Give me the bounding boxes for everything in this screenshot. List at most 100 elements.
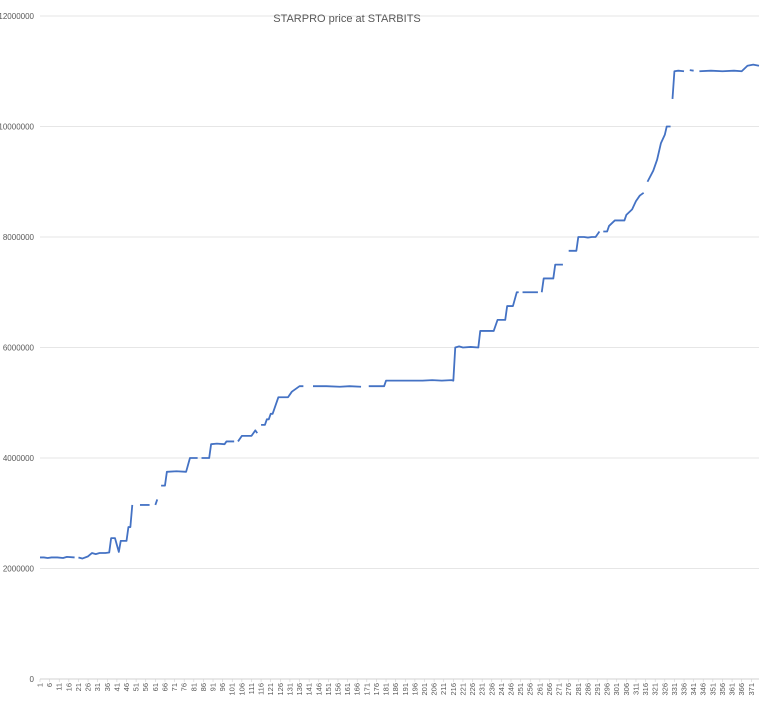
x-tick-label: 126 <box>276 683 285 696</box>
x-tick-label: 96 <box>218 683 227 691</box>
x-tick-labels: 1 6 11 16 21 26 31 36 41 46 51 56 61 66 71 76 81 86 91 96 10… <box>36 683 756 696</box>
x-tick-label: 316 <box>641 683 650 696</box>
series-line-segment <box>646 125 671 183</box>
x-tick-label: 351 <box>708 683 717 696</box>
x-tick-label: 76 <box>180 683 189 691</box>
y-tick-label: 6000000 <box>3 344 35 353</box>
x-tick-label: 251 <box>516 683 525 696</box>
y-tick-label: 10000000 <box>0 123 35 132</box>
x-tick-label: 21 <box>74 683 83 691</box>
x-tick-label: 306 <box>622 683 631 696</box>
y-tick-label: 0 <box>30 675 35 684</box>
gridlines <box>40 15 759 569</box>
series-line-segment <box>540 263 563 293</box>
x-tick-label: 151 <box>324 683 333 696</box>
x-tick-label: 371 <box>747 683 756 696</box>
x-tick-label: 206 <box>430 683 439 696</box>
x-tick-label: 176 <box>372 683 381 696</box>
x-tick-label: 106 <box>237 683 246 696</box>
x-tick-label: 271 <box>555 683 564 696</box>
x-tick-label: 81 <box>189 683 198 691</box>
x-tick-label: 321 <box>651 683 660 696</box>
x-tick-label: 101 <box>228 683 237 696</box>
x-tick-label: 226 <box>468 683 477 696</box>
x-tick-label: 6 <box>45 683 54 687</box>
x-tick-label: 261 <box>535 683 544 696</box>
x-tick-label: 86 <box>199 683 208 691</box>
x-tick-label: 141 <box>305 683 314 696</box>
series-line-segment <box>40 556 75 559</box>
y-tick-label: 4000000 <box>3 454 35 463</box>
x-tick-label: 91 <box>209 683 218 691</box>
x-tick-label: 256 <box>526 683 535 696</box>
y-tick-label: 8000000 <box>3 233 35 242</box>
x-tick-label: 61 <box>151 683 160 691</box>
series-line-segment <box>154 499 159 506</box>
x-tick-label: 1 <box>36 683 45 687</box>
x-tick-label: 311 <box>631 683 640 695</box>
x-tick-label: 71 <box>170 683 179 691</box>
x-tick-label: 131 <box>285 683 294 696</box>
series-line-segment <box>78 504 134 560</box>
series <box>40 63 760 560</box>
x-tick-label: 221 <box>458 683 467 696</box>
x-tick-label: 161 <box>343 683 352 696</box>
series-line-segment <box>201 440 235 459</box>
x-tick-label: 201 <box>420 683 429 696</box>
y-tick-labels: 0 2000000 4000000 6000000 8000000 10000000 120… <box>0 12 35 684</box>
y-tick-label: 2000000 <box>3 565 35 574</box>
x-tick-label: 236 <box>487 683 496 696</box>
series-line-segment <box>671 69 685 99</box>
axes <box>39 678 759 682</box>
x-tick-label: 291 <box>593 683 602 696</box>
x-tick-label: 211 <box>439 683 448 695</box>
x-tick-label: 331 <box>670 683 679 696</box>
x-tick-label: 326 <box>660 683 669 696</box>
x-tick-label: 191 <box>401 683 410 696</box>
x-tick-label: 41 <box>112 683 121 691</box>
x-tick-label: 186 <box>391 683 400 696</box>
x-tick-label: 146 <box>314 683 323 696</box>
x-tick-label: 356 <box>718 683 727 696</box>
x-tick-label: 266 <box>545 683 554 696</box>
x-tick-label: 276 <box>564 683 573 696</box>
x-tick-label: 341 <box>689 683 698 696</box>
series-line-segment <box>312 385 362 388</box>
x-tick-label: 281 <box>574 683 583 696</box>
series-line-segment <box>368 291 519 388</box>
series-line-segment <box>237 429 258 442</box>
x-tick-label: 16 <box>64 683 73 691</box>
x-tick-label: 116 <box>257 683 266 695</box>
x-tick-label: 361 <box>728 683 737 696</box>
x-tick-label: 46 <box>122 683 131 691</box>
x-tick-label: 56 <box>141 683 150 691</box>
series-line-segment <box>699 63 760 73</box>
chart-title: STARPRO price at STARBITS <box>273 13 421 25</box>
x-tick-label: 36 <box>103 683 112 691</box>
x-tick-label: 216 <box>449 683 458 696</box>
x-tick-label: 111 <box>247 683 256 694</box>
y-tick-label: 12000000 <box>0 12 35 21</box>
x-tick-label: 346 <box>699 683 708 696</box>
x-tick-label: 26 <box>84 683 93 691</box>
x-tick-label: 286 <box>583 683 592 696</box>
x-tick-label: 181 <box>382 683 391 696</box>
x-tick-label: 11 <box>55 683 64 691</box>
x-tick-label: 301 <box>612 683 621 696</box>
series-line-segment <box>261 385 304 426</box>
x-tick-label: 366 <box>737 683 746 696</box>
series-line-segment <box>689 69 694 72</box>
x-tick-label: 196 <box>410 683 419 696</box>
series-line-segment <box>161 457 198 487</box>
x-tick-label: 241 <box>497 683 506 696</box>
x-tick-label: 296 <box>603 683 612 696</box>
series-line-segment <box>603 192 645 233</box>
x-tick-label: 246 <box>507 683 516 696</box>
x-tick-label: 66 <box>160 683 169 691</box>
x-tick-label: 336 <box>680 683 689 696</box>
x-tick-label: 121 <box>266 683 275 696</box>
x-tick-label: 171 <box>362 683 371 696</box>
x-tick-label: 156 <box>333 683 342 696</box>
